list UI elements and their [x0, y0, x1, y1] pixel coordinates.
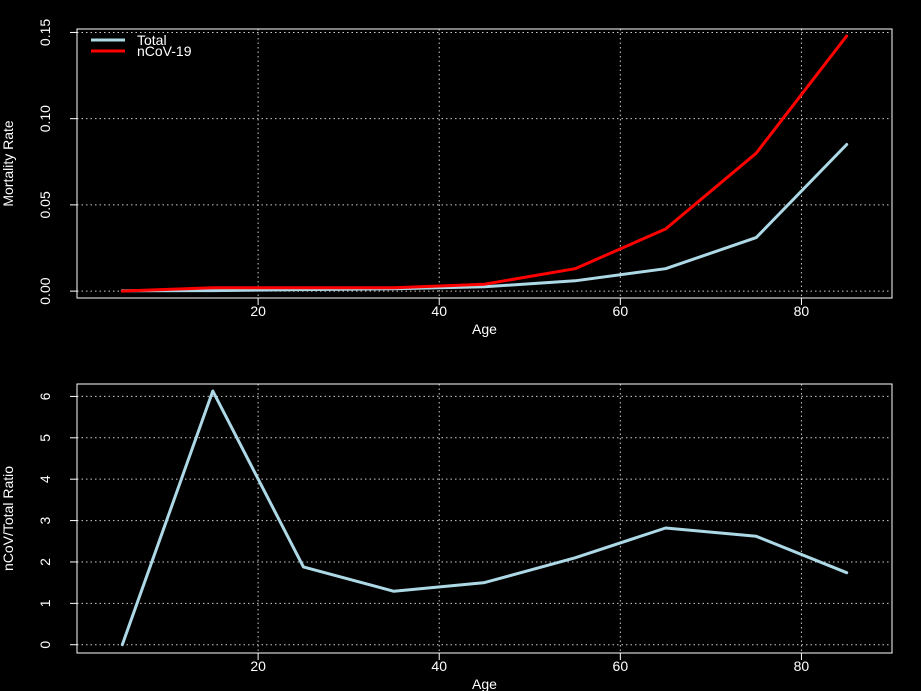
x-tick-label: 60 [613, 658, 629, 674]
chart-panel-1: 20 40 60 80 0.00 0.05 0.10 0.15 Age Mortality Rat… [0, 19, 893, 337]
plot-frame [76, 28, 893, 299]
y-axis-title: Mortality Rate [0, 120, 16, 207]
x-tick-label: 20 [250, 303, 266, 319]
chart-panel-2: 20 40 60 80 0 1 2 3 4 5 6 Age nCoV/Total Ratio [0, 383, 893, 691]
x-tick-label: 80 [794, 658, 810, 674]
x-axis-title: Age [472, 676, 497, 691]
series-line-ratio [120, 389, 849, 647]
y-tick-label: 0.10 [37, 105, 53, 132]
y-tick-label: 0.00 [37, 277, 53, 304]
y-axis-title: nCoV/Total Ratio [0, 466, 16, 571]
y-tick-label: 3 [37, 516, 53, 524]
x-tick-label: 20 [250, 658, 266, 674]
y-tick-label: 1 [37, 599, 53, 607]
x-tick-label: 40 [431, 658, 447, 674]
y-tick-label: 6 [37, 392, 53, 400]
series-line-ncov-19 [120, 34, 849, 293]
series-line-total [120, 143, 849, 293]
x-tick-label: 40 [431, 303, 447, 319]
plot-frame [76, 383, 893, 654]
y-tick-label: 5 [37, 434, 53, 442]
x-axis-title: Age [472, 321, 497, 337]
y-tick-label: 0 [37, 641, 53, 649]
legend-entry: Total [137, 32, 167, 48]
x-tick-label: 80 [794, 303, 810, 319]
y-tick-label: 2 [37, 558, 53, 566]
legend-entry: nCoV-19 [137, 43, 192, 59]
y-tick-label: 0.05 [37, 191, 53, 218]
x-tick-label: 60 [613, 303, 629, 319]
y-tick-label: 0.15 [37, 19, 53, 46]
y-tick-label: 4 [37, 475, 53, 483]
